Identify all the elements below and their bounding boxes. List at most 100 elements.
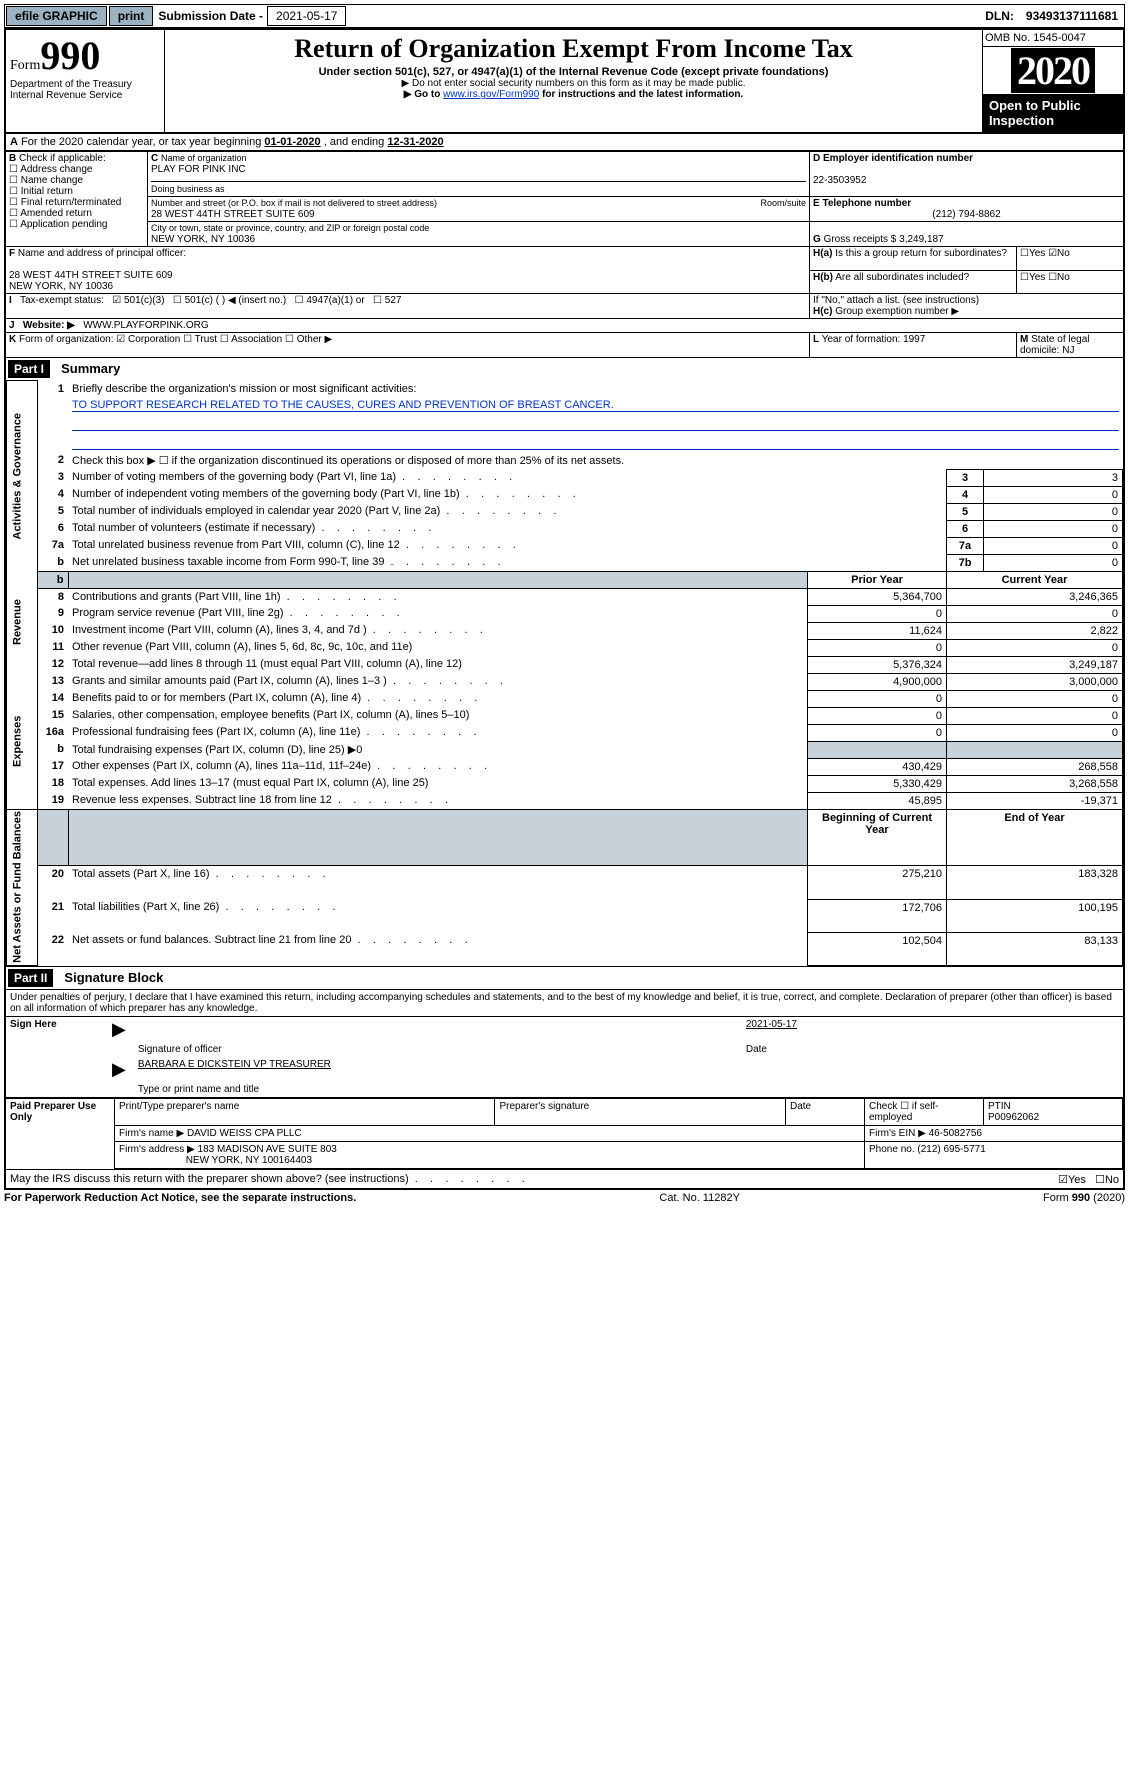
chk-initial-return[interactable]: Initial return [9,186,73,197]
discuss-yes[interactable]: Yes [1068,1174,1086,1186]
print-button[interactable]: print [109,6,154,26]
org-city: NEW YORK, NY 10036 [151,234,255,245]
row-text: Other revenue (Part VIII, column (A), li… [68,639,808,656]
hb-no[interactable]: No [1057,272,1070,283]
ha-yes[interactable]: Yes [1029,248,1045,259]
box-c-label: Name of organization [161,153,247,163]
row-box: 3 [947,469,984,486]
col-curr: Current Year [947,571,1123,588]
row-num: 16a [46,726,64,738]
irs-link[interactable]: www.irs.gov/Form990 [443,89,539,100]
chk-final-return[interactable]: Final return/terminated [9,197,121,208]
phone-value: (212) 794-8862 [932,209,1000,220]
row-curr: 0 [947,690,1123,707]
row-prior: 0 [808,639,947,656]
box-b-label: Check if applicable: [19,153,106,164]
line-k: K Form of organization: Corporation Trus… [5,333,810,358]
chk-app-pending[interactable]: Application pending [9,219,108,230]
row-curr: 100,195 [947,899,1123,932]
footer-right: Form 990 (2020) [1043,1192,1125,1204]
box-e-label: Telephone number [822,198,911,209]
row-num: 5 [58,505,64,517]
row-prior: 275,210 [808,866,947,899]
arrow-icon: ▶ [108,1019,130,1039]
row-num: 22 [52,934,64,946]
dln-value: 93493137111681 [1020,9,1124,23]
box-c-addr: Number and street (or P.O. box if mail i… [148,197,810,222]
line-a-letter: A [10,136,18,148]
l2-text: Check this box ▶ ☐ if the organization d… [68,452,1123,470]
dln-label: DLN: [979,9,1020,23]
row-prior: 45,895 [808,792,947,809]
box-f-label: Name and address of principal officer: [18,248,186,259]
efile-button[interactable]: efile GRAPHIC [6,6,107,26]
line-a-end: 12-31-2020 [387,136,443,148]
dept-treasury: Department of the Treasury [10,79,160,90]
row-curr: 3,000,000 [947,673,1123,690]
row-num: 8 [58,591,64,603]
dba-label: Doing business as [151,184,225,194]
chk-corp[interactable]: Corporation [116,334,180,345]
chk-501c3[interactable]: 501(c)(3) [112,295,164,306]
form-word: Form [10,58,40,73]
row-text: Benefits paid to or for members (Part IX… [68,690,808,707]
prep-h1: Print/Type preparer's name [115,1098,495,1126]
line-a: A For the 2020 calendar year, or tax yea… [4,134,1125,151]
row-num: 19 [52,794,64,806]
line-l-label: Year of formation: [822,334,903,345]
website-value: WWW.PLAYFORPINK.ORG [83,320,208,331]
row-prior: 0 [808,707,947,724]
ha-no[interactable]: No [1057,248,1070,259]
ein-value: 22-3503952 [813,175,866,186]
row-prior: 5,376,324 [808,656,947,673]
discuss-no[interactable]: No [1105,1174,1119,1186]
prep-h2: Preparer's signature [495,1098,786,1126]
box-h-note: If "No," attach a list. (see instruction… [810,294,1125,319]
chk-527[interactable]: 527 [373,295,401,306]
prep-chk[interactable]: Check ☐ if self-employed [865,1098,984,1126]
line-i-label: Tax-exempt status: [20,295,104,306]
row-text: Net unrelated business taxable income fr… [68,554,947,571]
line-a-pre: For the 2020 calendar year, or tax year … [21,136,264,148]
box-g-letter: G [813,234,821,245]
chk-trust[interactable]: Trust [183,334,217,345]
row-num: 21 [52,901,64,913]
row-text: Total unrelated business revenue from Pa… [68,537,947,554]
submission-date: 2021-05-17 [267,6,346,26]
box-g-label: Gross receipts $ [824,234,900,245]
line-a-begin: 01-01-2020 [264,136,320,148]
row-text: Salaries, other compensation, employee b… [68,707,808,724]
line-i-letter: I [9,295,12,306]
row-prior: 0 [808,724,947,741]
officer-addr1: 28 WEST 44TH STREET SUITE 609 [9,270,173,281]
chk-address-change[interactable]: Address change [9,164,92,175]
line-m-letter: M [1020,334,1028,345]
l1-label: Briefly describe the organization's miss… [68,381,1123,397]
row-text: Program service revenue (Part VIII, line… [68,605,808,622]
row-curr: 0 [947,707,1123,724]
hb-yes[interactable]: Yes [1029,272,1045,283]
row-curr: 0 [947,724,1123,741]
part2-header-row: Part II Signature Block [6,966,1123,989]
box-b-letter: B [9,153,16,164]
header-sub2: ▶ Do not enter social security numbers o… [169,78,978,89]
chk-other[interactable]: Other ▶ [285,334,332,345]
row-box: 5 [947,503,984,520]
chk-assoc[interactable]: Association [220,334,282,345]
box-f-letter: F [9,248,15,259]
vert-activities: Activities & Governance [7,381,38,572]
org-address: 28 WEST 44TH STREET SUITE 609 [151,209,315,220]
row-text: Investment income (Part VIII, column (A)… [68,622,808,639]
row-box: 6 [947,520,984,537]
chk-4947[interactable]: 4947(a)(1) or [295,295,365,306]
hc-letter: H(c) [813,306,832,317]
row-text: Total liabilities (Part X, line 26) [68,899,808,932]
header-sub3-pre: ▶ Go to [404,89,443,100]
form-title: Return of Organization Exempt From Incom… [169,34,978,64]
chk-name-change[interactable]: Name change [9,175,83,186]
paid-preparer-label: Paid Preparer Use Only [6,1098,115,1169]
row-val: 0 [984,554,1123,571]
chk-501c[interactable]: 501(c) ( ) ◀ (insert no.) [173,295,286,306]
chk-amended-return[interactable]: Amended return [9,208,92,219]
prep-ptin: PTINP00962062 [984,1098,1123,1126]
